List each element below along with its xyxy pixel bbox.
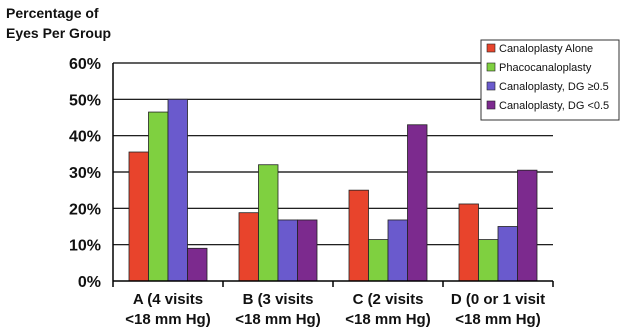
y-tick-labels: 0% 10% 20% 30% 40% 50% 60%	[69, 56, 101, 291]
bar	[128, 151, 149, 282]
bar	[348, 189, 369, 282]
bar	[407, 124, 428, 282]
bar	[148, 111, 169, 282]
legend-entry: Phacocanaloplasty	[499, 62, 592, 74]
y-axis-label-line-1: Percentage of	[6, 5, 99, 21]
axes	[112, 63, 554, 287]
bar	[478, 239, 499, 282]
y-tick-label: 60%	[69, 56, 101, 73]
bar	[167, 98, 188, 282]
y-tick-label: 30%	[69, 165, 101, 182]
legend-swatch	[486, 62, 496, 72]
bar	[187, 247, 208, 282]
category-label: <18 mm Hg)	[455, 311, 540, 328]
legend-swatch	[486, 81, 496, 91]
bar	[497, 226, 518, 282]
category-label: B (3 visits	[243, 291, 314, 308]
legend-swatch	[486, 100, 496, 110]
y-tick-label: 0%	[78, 274, 101, 291]
category-label: <18 mm Hg)	[125, 311, 210, 328]
bar	[258, 164, 279, 282]
bar	[277, 219, 298, 282]
bar	[368, 239, 389, 282]
category-label: A (4 visits	[133, 291, 203, 308]
bar	[238, 212, 259, 282]
y-axis-label-line-2: Eyes Per Group	[6, 25, 111, 41]
bars	[128, 98, 538, 282]
legend-entry: Canaloplasty Alone	[499, 43, 593, 55]
legend-entry: Canaloplasty, DG ≥0.5	[499, 81, 609, 93]
y-tick-label: 50%	[69, 92, 101, 109]
category-label: <18 mm Hg)	[345, 311, 430, 328]
legend: Canaloplasty Alone Phacocanaloplasty Canal…	[480, 39, 620, 121]
bar	[517, 169, 538, 282]
legend-entry: Canaloplasty, DG <0.5	[499, 100, 609, 112]
category-label: C (2 visits	[353, 291, 424, 308]
y-tick-label: 10%	[69, 238, 101, 255]
y-tick-label: 40%	[69, 129, 101, 146]
category-label: D (0 or 1 visit	[451, 291, 545, 308]
legend-swatch	[486, 43, 496, 53]
category-label: <18 mm Hg)	[235, 311, 320, 328]
bar	[297, 219, 318, 282]
category-labels: A (4 visits <18 mm Hg) B (3 visits <18 mm H…	[125, 291, 545, 328]
bar	[458, 203, 479, 282]
bar	[387, 219, 408, 282]
legend-box	[480, 39, 620, 121]
y-tick-label: 20%	[69, 201, 101, 218]
